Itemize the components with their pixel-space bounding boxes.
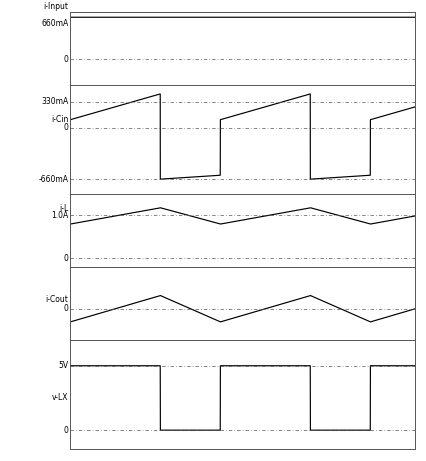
Text: i-L: i-L [59,204,69,213]
Text: i-Cout: i-Cout [46,296,69,304]
Text: v-LX: v-LX [52,393,69,402]
Text: 1.0A: 1.0A [51,211,69,220]
Text: 5V: 5V [58,361,69,370]
Text: i-Cin: i-Cin [51,115,69,124]
Text: 660mA: 660mA [41,19,69,28]
Text: 0: 0 [64,54,69,64]
Text: 0: 0 [64,123,69,132]
Text: 0: 0 [64,426,69,435]
Text: 0: 0 [64,304,69,313]
Text: i-Input: i-Input [43,2,69,12]
Text: -660mA: -660mA [39,175,69,183]
Text: 0: 0 [64,254,69,263]
Text: 330mA: 330mA [41,97,69,106]
